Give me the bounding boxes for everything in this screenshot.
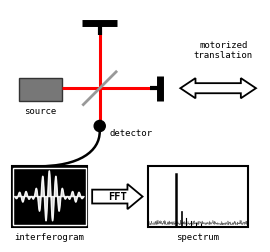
Circle shape — [94, 120, 105, 132]
Text: source: source — [24, 107, 57, 116]
Text: motorized
translation: motorized translation — [194, 41, 253, 60]
Bar — [13, 168, 86, 225]
Bar — [19, 78, 62, 101]
Text: interferogram: interferogram — [14, 233, 84, 242]
FancyArrow shape — [92, 184, 143, 209]
Text: FFT: FFT — [108, 192, 127, 202]
Bar — [148, 166, 248, 227]
Polygon shape — [180, 78, 256, 98]
Text: detector: detector — [110, 129, 153, 138]
Text: spectrum: spectrum — [177, 233, 220, 242]
Bar — [12, 166, 87, 227]
